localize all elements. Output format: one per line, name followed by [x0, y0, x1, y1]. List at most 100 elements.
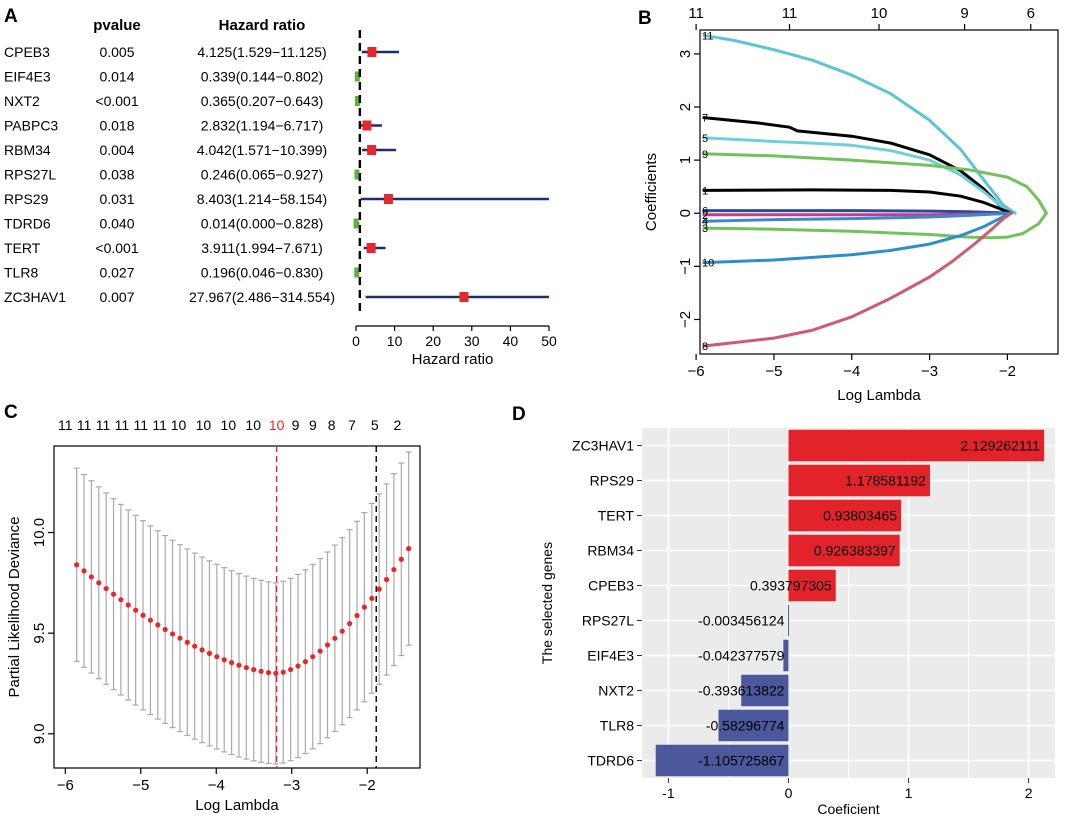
gene-coefficient-bar — [655, 744, 789, 777]
forest-x-tick-label: 50 — [541, 333, 557, 349]
cv-top-count-label: 11 — [77, 417, 92, 433]
forest-hr-text: 0.246(0.065−0.927) — [201, 167, 324, 183]
forest-pvalue: <0.001 — [95, 93, 138, 109]
bar-x-tick-label: 2 — [1025, 785, 1033, 801]
hazard-ratio-header: Hazard ratio — [219, 17, 306, 34]
cv-top-count-label: 7 — [348, 417, 356, 433]
forest-gene-label: NXT2 — [4, 93, 40, 109]
coef-y-tick-label: −1 — [677, 258, 694, 275]
coef-path-9 — [702, 152, 1048, 215]
cv-deviance-point — [169, 631, 176, 637]
coef-path-6 — [702, 209, 1013, 215]
forest-plot-panel: pvalue Hazard ratio CPEB3 0.005 4.125(1.52… — [4, 17, 557, 368]
cv-x-tick-label: −4 — [208, 777, 225, 794]
coef-top-tick-label: 10 — [871, 5, 888, 22]
forest-pvalue: 0.014 — [99, 69, 134, 85]
coef-path-label: 11 — [702, 30, 713, 42]
gene-coefficient-value-label: 2.129262111 — [960, 438, 1040, 454]
gene-coefficient-value-label: -0.003456124 — [698, 613, 785, 629]
cv-deviance-point — [265, 670, 272, 676]
cv-deviance-point — [74, 562, 80, 568]
cv-top-count-label: 9 — [309, 417, 317, 433]
forest-hr-marker — [354, 267, 360, 278]
coef-y-axis-title: Coefficients — [643, 153, 660, 231]
cv-x-axis-title: Log Lambda — [195, 797, 279, 814]
coef-y-tick-label: 1 — [677, 156, 694, 164]
coef-x-tick-label: −5 — [765, 363, 782, 380]
cv-deviance-point — [347, 620, 353, 627]
panel-label-c: C — [4, 402, 18, 423]
coef-top-tick-label: 9 — [960, 5, 968, 22]
bar-x-tick-label: 0 — [785, 785, 793, 801]
forest-hr-marker — [362, 120, 372, 131]
gene-coefficient-bar — [788, 499, 902, 532]
forest-pvalue: 0.018 — [99, 118, 134, 134]
cv-y-tick-label: 9.5 — [31, 623, 48, 644]
forest-hr-text: 3.911(1.994−7.671) — [201, 240, 323, 256]
forest-hr-marker — [367, 47, 377, 57]
forest-hr-text: 8.403(1.214−58.154) — [197, 191, 327, 207]
gene-name-label: EIF4E3 — [587, 648, 634, 664]
cv-deviance-point — [332, 635, 338, 641]
coef-path-8 — [702, 211, 1013, 348]
cv-top-count-label: 5 — [371, 417, 379, 433]
coef-y-tick-label: 3 — [677, 50, 694, 58]
cv-deviance-point — [96, 580, 102, 586]
forest-pvalue: 0.007 — [99, 289, 134, 305]
coef-path-label: 4 — [702, 216, 708, 228]
cv-deviance-point — [81, 568, 87, 574]
coef-path-label: 8 — [702, 341, 708, 353]
cv-y-tick-label: 10.0 — [31, 518, 48, 547]
gene-coefficient-value-label: -1.105725867 — [698, 753, 785, 769]
coef-path-1 — [702, 188, 1013, 215]
forest-gene-label: CPEB3 — [4, 44, 50, 60]
forest-pvalue: 0.031 — [99, 191, 134, 207]
coef-x-tick-label: −4 — [843, 363, 860, 380]
forest-pvalue: 0.004 — [99, 142, 134, 158]
cv-deviance-point — [110, 591, 117, 597]
forest-hr-marker — [353, 218, 359, 229]
forest-gene-label: RPS29 — [4, 191, 49, 207]
cv-deviance-point — [369, 595, 375, 601]
forest-pvalue: 0.027 — [99, 265, 134, 281]
forest-hr-marker — [383, 194, 393, 204]
forest-x-tick-label: 0 — [352, 333, 360, 349]
coef-top-tick-label: 6 — [1027, 5, 1035, 22]
cv-deviance-point — [140, 612, 146, 618]
forest-hr-text: 0.339(0.144−0.802) — [201, 69, 324, 85]
selected-genes-panel: 2.129262111 ZC3HAV1 1.178581192 RPS29 0.9380… — [539, 428, 1055, 817]
gene-name-label: NXT2 — [598, 683, 634, 699]
cv-deviance-point — [147, 617, 154, 623]
cv-plot-frame — [53, 445, 421, 769]
coef-path-label: 6 — [702, 206, 708, 218]
forest-hr-marker — [354, 169, 360, 180]
gene-name-label: TDRD6 — [587, 753, 634, 769]
gene-coefficient-bar — [788, 569, 836, 602]
cv-deviance-point — [376, 586, 382, 592]
coef-top-tick-label: 11 — [688, 5, 704, 22]
forest-gene-label: RPS27L — [4, 167, 56, 183]
cv-deviance-point — [310, 654, 316, 660]
cv-x-tick-label: −2 — [359, 777, 376, 794]
cv-top-count-label: 10 — [196, 417, 212, 433]
cv-deviance-point — [125, 602, 131, 608]
coef-x-tick-label: −6 — [688, 363, 705, 380]
cv-deviance-point — [398, 556, 404, 562]
gene-coefficient-value-label: 1.178581192 — [845, 473, 926, 489]
forest-gene-label: ZC3HAV1 — [4, 289, 66, 305]
cv-deviance-point — [221, 657, 227, 663]
gene-coefficient-bar — [788, 429, 1045, 462]
forest-hr-text: 2.832(1.194−6.717) — [201, 118, 324, 134]
coef-path-label: 5 — [702, 133, 708, 145]
cv-deviance-point — [88, 574, 94, 580]
forest-hr-marker — [354, 96, 360, 106]
bar-y-axis-title: The selected genes — [539, 542, 555, 664]
cv-deviance-point — [324, 642, 331, 648]
cv-deviance-point — [243, 664, 249, 671]
forest-x-tick-label: 10 — [387, 333, 403, 349]
cv-deviance-point — [391, 566, 397, 573]
cv-deviance-point — [383, 576, 390, 583]
coef-y-tick-label: −2 — [677, 311, 694, 328]
forest-hr-text: 0.196(0.046−0.830) — [201, 265, 324, 281]
